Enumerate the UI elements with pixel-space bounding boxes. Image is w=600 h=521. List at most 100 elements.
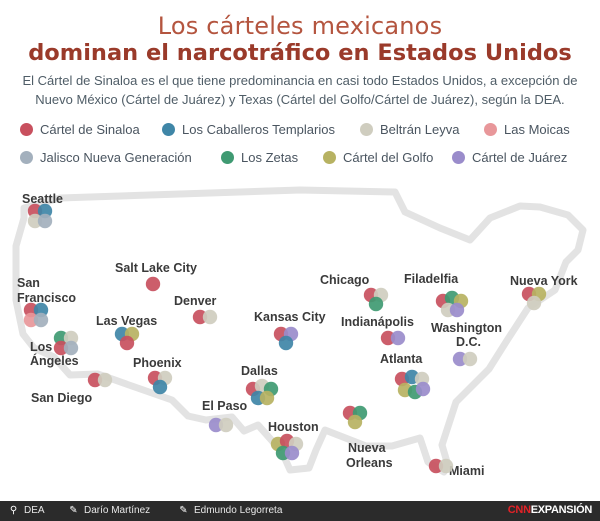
cartel-dot [526, 295, 542, 311]
legend-label: Jalisco Nueva Generación [40, 150, 192, 165]
cartel-dot [380, 330, 396, 346]
legend-dot [360, 123, 373, 136]
legend-item-juarez: Cártel de Juárez [452, 150, 567, 165]
pen-icon: ✎ [179, 505, 188, 516]
dot-cluster-el-paso [208, 417, 234, 433]
dot-cluster-indian-polis [380, 330, 406, 346]
cartel-dot [63, 340, 79, 356]
dot-cluster-denver [192, 309, 218, 325]
legend-label: Beltrán Leyva [380, 122, 460, 137]
cartel-dot [202, 309, 218, 325]
city-label-indianapolis: Indianápolis [341, 315, 414, 329]
legend-dot [162, 123, 175, 136]
city-label-los-angeles: Los Ángeles [30, 340, 79, 368]
legend-dot [20, 151, 33, 164]
subtitle: El Cártel de Sinaloa es el que tiene pre… [22, 73, 578, 107]
pen-icon: ✎ [69, 505, 78, 516]
dot-cluster-nueva-orleans [342, 405, 368, 430]
dot-cluster-las-vegas [114, 326, 140, 351]
cartel-dots [23, 203, 547, 474]
dot-cluster-seattle [27, 203, 53, 229]
legend-label: Los Caballeros Templarios [182, 122, 335, 137]
footer-source: ⚲ DEA [8, 505, 45, 516]
dot-cluster-dallas [245, 378, 279, 406]
city-label-phoenix: Phoenix [133, 356, 182, 370]
cartel-dot [218, 417, 234, 433]
cartel-dot [33, 302, 49, 318]
dot-cluster-kansas-city [273, 326, 299, 351]
legend: Cártel de Sinaloa Los Caballeros Templar… [0, 118, 600, 170]
city-label-san-francisco: San Francisco [17, 276, 76, 305]
legend-dot [323, 151, 336, 164]
dot-cluster-salt-lake-city [145, 276, 161, 292]
cartel-dot [53, 340, 69, 356]
city-label-denver: Denver [174, 294, 217, 308]
city-label-filadelfia: Filadelfia [404, 272, 459, 286]
legend-label: Cártel de Sinaloa [40, 122, 140, 137]
legend-item-caballeros-templarios: Los Caballeros Templarios [162, 122, 335, 137]
legend-item-sinaloa: Cártel de Sinaloa [20, 122, 140, 137]
city-label-seattle: Seattle [22, 192, 63, 206]
dot-cluster-miami [428, 458, 454, 474]
footer-author-1-text: Darío Martínez [84, 505, 151, 516]
title-line-2: dominan el narcotráfico en Estados Unido… [28, 40, 572, 66]
cartel-dot [390, 330, 406, 346]
city-label-los-angeles-line2: Ángeles [30, 353, 79, 368]
cartel-dot [27, 203, 43, 219]
city-label-washington: Washington D.C. [431, 321, 506, 349]
dot-cluster-san-diego [87, 372, 113, 388]
cartel-dot [23, 302, 39, 318]
legend-item-zetas: Los Zetas [221, 150, 298, 165]
footer: ⚲ DEA ✎ Darío Martínez ✎ Edmundo Legorre… [0, 501, 600, 521]
city-label-nueva-orleans: Nueva Orleans [346, 441, 393, 470]
cartel-dot [192, 309, 208, 325]
legend-dot [484, 123, 497, 136]
dot-cluster-washington-d-c- [452, 351, 478, 367]
dot-cluster-los-ngeles [53, 330, 79, 356]
legend-item-beltran-leyva: Beltrán Leyva [360, 122, 460, 137]
location-pin-icon: ⚲ [9, 505, 18, 516]
city-label-washington-line1: Washington [431, 321, 502, 335]
brand-logo-white: EXPANSIÓN [530, 504, 593, 516]
city-label-salt-lake-city: Salt Lake City [115, 261, 197, 275]
cartel-dot [37, 213, 53, 229]
cartel-dot [415, 381, 431, 397]
cartel-dot [23, 312, 39, 328]
city-labels: Seattle San Francisco Salt Lake City Den… [17, 192, 578, 478]
cartel-dot [145, 276, 161, 292]
city-label-kansas-city: Kansas City [254, 310, 326, 324]
cartel-dot [27, 213, 43, 229]
cartel-dot [152, 379, 168, 395]
legend-item-jalisco: Jalisco Nueva Generación [20, 150, 192, 165]
city-label-san-francisco-line2: Francisco [17, 291, 76, 305]
city-label-houston: Houston [268, 420, 319, 434]
dot-cluster-san-francisco [23, 302, 49, 328]
legend-label: Las Moicas [504, 122, 570, 137]
brand-logo-red: CNN [507, 504, 531, 516]
city-label-chicago: Chicago [320, 273, 370, 287]
cartel-dot [87, 372, 103, 388]
city-label-san-diego: San Diego [31, 391, 92, 405]
legend-label: Cártel del Golfo [343, 150, 434, 165]
legend-item-golfo: Cártel del Golfo [323, 150, 433, 165]
brand-logo: CNNEXPANSIÓN [507, 504, 593, 516]
cartel-dot [97, 372, 113, 388]
dot-cluster-phoenix [147, 370, 173, 395]
city-label-los-angeles-line1: Los [30, 340, 52, 354]
cartel-dot [278, 335, 294, 351]
cartel-dot [428, 458, 444, 474]
legend-dot [452, 151, 465, 164]
title-line-1: Los cárteles mexicanos [157, 12, 443, 40]
us-outline [12, 186, 587, 476]
cartel-dot [347, 414, 363, 430]
footer-author-2-text: Edmundo Legorreta [194, 505, 283, 516]
city-label-nueva-york: Nueva York [510, 274, 578, 288]
cartel-dot [438, 458, 454, 474]
cartel-dot [208, 417, 224, 433]
dot-cluster-filadelfia [435, 290, 469, 318]
cartel-dot [119, 335, 135, 351]
city-label-washington-line2: D.C. [456, 335, 481, 349]
city-label-el-paso: El Paso [202, 399, 248, 413]
cartel-dot [259, 390, 275, 406]
cartel-dot [452, 351, 468, 367]
